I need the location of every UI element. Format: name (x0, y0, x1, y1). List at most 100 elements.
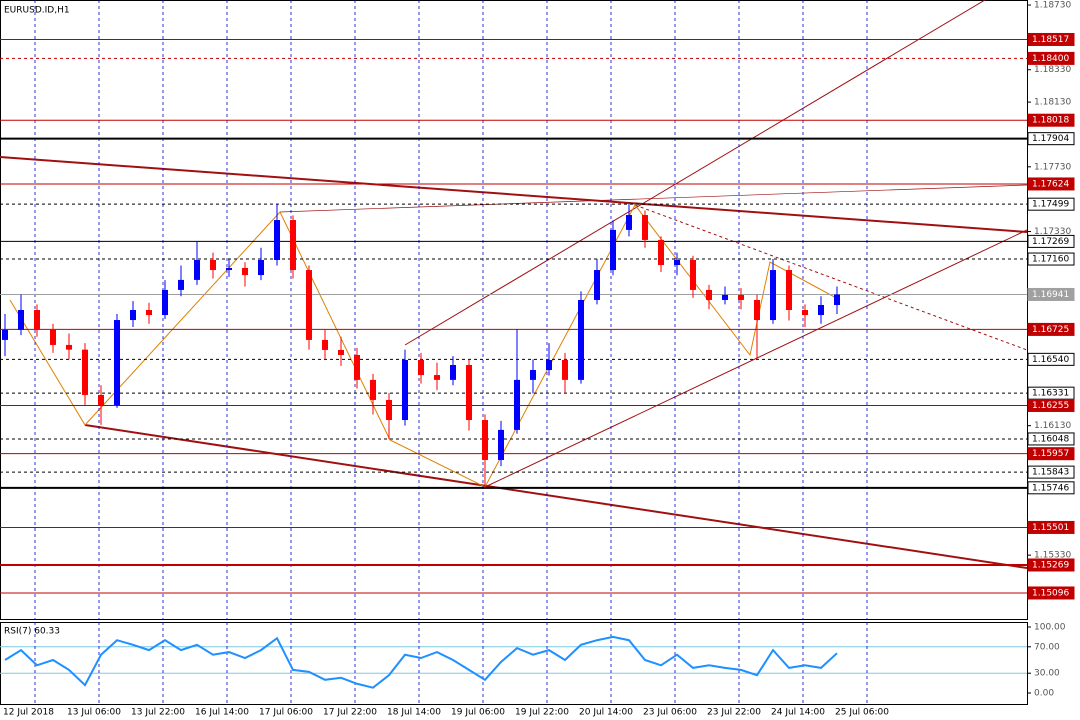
candle-body (690, 260, 696, 290)
level-label: 1.18018 (1032, 116, 1069, 126)
level-label: 1.17624 (1032, 179, 1069, 189)
candle-body (402, 359, 408, 421)
level-label: 1.17904 (1032, 134, 1069, 144)
level-label-box (1027, 252, 1075, 266)
candle-body (530, 370, 536, 380)
candle-body (210, 260, 216, 271)
candle-body (146, 310, 152, 316)
candle-body (466, 365, 472, 421)
candle-body (706, 289, 712, 300)
x-tick-label: 13 Jul 22:00 (131, 708, 185, 718)
level-label-box (1027, 586, 1075, 600)
candle-body (370, 379, 376, 400)
trendline (84, 424, 1028, 569)
candle-body (82, 349, 88, 395)
level-label: 1.15096 (1032, 588, 1069, 598)
candle-body (306, 270, 312, 340)
candle-body (18, 310, 24, 330)
trendline (0, 156, 1028, 233)
candle-body (434, 375, 440, 380)
candle-body (418, 359, 424, 376)
candle-body (338, 349, 344, 355)
level-label: 1.18400 (1032, 54, 1069, 64)
level-label: 1.15957 (1032, 449, 1069, 459)
candle-body (290, 220, 296, 271)
candle-body (450, 365, 456, 380)
candle-body (786, 270, 792, 310)
level-label: 1.15746 (1032, 483, 1069, 493)
trendline (484, 229, 1028, 488)
candle-body (578, 299, 584, 380)
level-label: 1.15269 (1032, 560, 1069, 570)
trendline (279, 184, 1028, 213)
y-tick-label: 1.18330 (1034, 65, 1071, 75)
candle-body (258, 260, 264, 276)
candle-body (594, 270, 600, 300)
candle-body (50, 329, 56, 345)
x-tick-label: 19 Jul 06:00 (451, 708, 505, 718)
candle-body (66, 344, 72, 350)
level-label: 1.17269 (1032, 237, 1069, 247)
x-tick-label: 23 Jul 06:00 (643, 708, 697, 718)
x-tick-label: 24 Jul 14:00 (771, 708, 825, 718)
level-label: 1.16255 (1032, 401, 1069, 411)
level-label: 1.15843 (1032, 468, 1069, 478)
candle-body (658, 239, 664, 266)
x-tick-label: 20 Jul 14:00 (579, 708, 633, 718)
main-frame (0, 0, 1028, 620)
y-tick-label: 30.00 (1034, 669, 1060, 679)
candle-body (354, 354, 360, 380)
y-tick-label: 1.18730 (1034, 1, 1071, 11)
level-label-box (1027, 481, 1075, 495)
candle-body (738, 294, 744, 300)
level-label: 1.18517 (1032, 35, 1069, 45)
rsi-title: RSI(7) 60.33 (4, 627, 60, 637)
candle-body (674, 260, 680, 266)
candle-body (386, 399, 392, 421)
candle-body (114, 320, 120, 405)
x-tick-label: 12 Jul 2018 (3, 708, 54, 718)
candle-body (162, 289, 168, 316)
x-tick-label: 13 Jul 06:00 (67, 708, 121, 718)
level-label: 1.16331 (1032, 389, 1069, 399)
level-label-box (1027, 32, 1075, 46)
candle-body (178, 279, 184, 290)
level-label-box (1027, 234, 1075, 248)
level-label-box (1027, 132, 1075, 146)
level-label: 1.17499 (1032, 200, 1069, 210)
level-label-box (1027, 322, 1075, 336)
trendline (404, 0, 986, 346)
x-tick-label: 18 Jul 14:00 (387, 708, 441, 718)
x-tick-label: 25 Jul 06:00 (835, 708, 889, 718)
candle-body (754, 299, 760, 321)
candle-body (482, 420, 488, 460)
level-label: 1.16725 (1032, 325, 1069, 335)
candle-body (546, 359, 552, 371)
level-label-box (1027, 287, 1075, 301)
candle-body (130, 310, 136, 321)
level-label: 1.16540 (1032, 355, 1069, 365)
candle-body (626, 215, 632, 230)
level-label-box (1027, 432, 1075, 446)
level-label-box (1027, 520, 1075, 534)
y-tick-label: 70.00 (1034, 642, 1060, 652)
candle-body (642, 215, 648, 240)
y-tick-label: 0.00 (1034, 688, 1054, 698)
x-tick-label: 17 Jul 06:00 (259, 708, 313, 718)
level-label-box (1027, 352, 1075, 366)
level-label-box (1027, 465, 1075, 479)
candle-body (242, 267, 248, 276)
candle-body (770, 270, 776, 321)
x-tick-label: 17 Jul 22:00 (323, 708, 377, 718)
y-tick-label: 1.16130 (1034, 421, 1071, 431)
level-label-box (1027, 197, 1075, 211)
candle-body (562, 359, 568, 380)
candle-body (274, 220, 280, 261)
x-tick-label: 16 Jul 14:00 (195, 708, 249, 718)
y-tick-label: 1.15330 (1034, 551, 1071, 561)
candle-body (802, 310, 808, 316)
level-label: 1.16048 (1032, 434, 1069, 444)
candle-body (98, 394, 104, 405)
